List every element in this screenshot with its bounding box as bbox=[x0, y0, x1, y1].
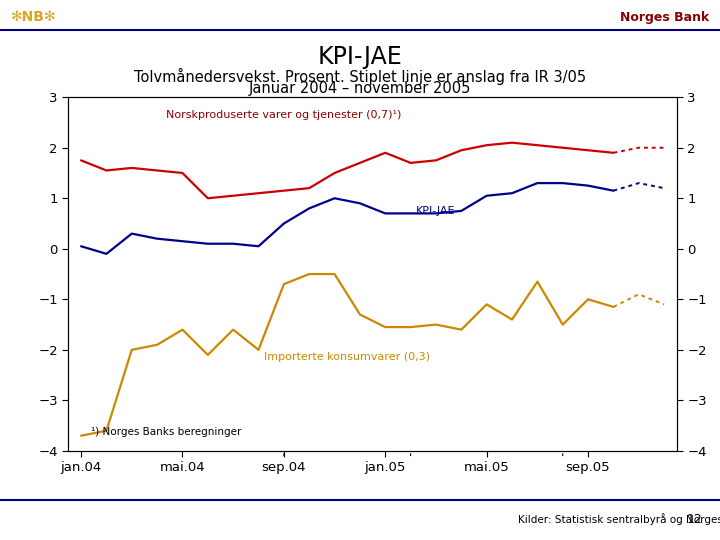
Text: KPI-JAE: KPI-JAE bbox=[318, 45, 402, 69]
Text: 12: 12 bbox=[686, 513, 702, 526]
Text: ¹) Norges Banks beregninger: ¹) Norges Banks beregninger bbox=[91, 427, 242, 437]
Text: Tolvmånedersvekst. Prosent. Stiplet linje er anslag fra IR 3/05: Tolvmånedersvekst. Prosent. Stiplet linj… bbox=[134, 68, 586, 85]
Text: KPI-JAE: KPI-JAE bbox=[415, 206, 455, 216]
Text: Kilder: Statistisk sentralbyrå og Norges Bank: Kilder: Statistisk sentralbyrå og Norges… bbox=[518, 514, 720, 525]
Text: Importerte konsumvarer (0,3): Importerte konsumvarer (0,3) bbox=[264, 353, 431, 362]
Text: Norges Bank: Norges Bank bbox=[620, 11, 709, 24]
Text: Norskproduserte varer og tjenester (0,7)¹): Norskproduserte varer og tjenester (0,7)… bbox=[166, 110, 402, 120]
Text: ✻NB✻: ✻NB✻ bbox=[11, 10, 56, 24]
Text: Januar 2004 – november 2005: Januar 2004 – november 2005 bbox=[249, 81, 471, 96]
